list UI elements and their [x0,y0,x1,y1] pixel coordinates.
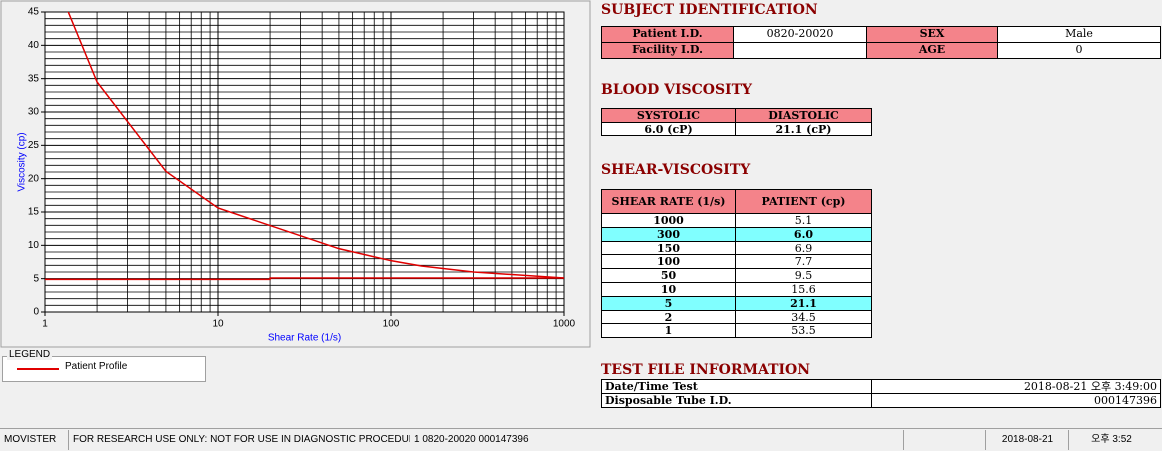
table-cell: 9.5 [735,268,872,283]
y-tick-label: 30 [28,107,40,118]
plot-area [44,11,565,313]
y-tick-label: 10 [28,240,40,251]
table-cell: AGE [866,42,998,59]
legend-title: LEGEND [7,349,53,360]
y-tick-label: 40 [28,40,40,51]
x-axis-title: Shear Rate (1/s) [268,333,341,344]
table-cell: 150 [601,240,736,256]
info-panel: SUBJECT IDENTIFICATION Patient I.D. 0820-2… [601,2,1161,408]
legend: LEGEND Patient Profile [2,349,206,382]
table-cell: Patient I.D. [601,26,734,43]
table-cell: Facility I.D. [601,42,734,59]
table-cell: 2 [601,309,736,325]
table-cell: 5 [601,295,736,311]
status-item: 1 0820-20020 000147396 [414,434,529,445]
status-item: MOVISTER [4,434,57,445]
section-title: BLOOD VISCOSITY [601,82,753,98]
table-cell: 6.9 [735,240,872,256]
series-line [45,277,564,281]
table-cell: Date/Time Test [601,379,872,394]
table-header: SYSTOLIC [601,108,736,123]
table-cell: SEX [866,26,998,43]
y-tick-label: 20 [28,173,40,184]
table-cell: 34.5 [735,309,872,325]
table-cell: Male [997,26,1161,43]
legend-swatch [17,368,59,370]
chart: 0 5 10 15 20 25 30 35 40 45 1 10 100 1000 Shear Rate (… [0,0,591,348]
table-header: SHEAR RATE (1/s) [601,189,736,214]
status-item: FOR RESEARCH USE ONLY: NOT FOR USE IN DI… [68,430,410,450]
table-header: DIASTOLIC [735,108,872,123]
y-tick-label: 25 [28,140,40,151]
table-cell: 1 [601,323,736,339]
table-cell: Disposable Tube I.D. [601,393,872,408]
table-cell: 6.0 [735,226,872,242]
y-tick-label: 5 [33,273,39,284]
status-item [903,430,983,450]
table-cell: 15.6 [735,282,872,297]
table-cell: 7.7 [735,254,872,270]
x-tick-label: 1 [42,319,48,330]
status-item: 2018-08-21 [985,430,1065,450]
y-tick-label: 0 [33,307,39,318]
table-cell [733,42,867,59]
x-tick-label: 100 [383,319,400,330]
table-cell: 21.1 (cP) [735,122,872,136]
table-cell: 1000 [601,213,736,228]
legend-label: Patient Profile [65,361,128,372]
table-cell: 000147396 [871,393,1161,408]
series-line [67,12,564,279]
section-title: TEST FILE INFORMATION [601,362,811,378]
table-cell: 6.0 (cP) [601,122,736,136]
table-cell: 53.5 [735,323,872,339]
y-tick-label: 35 [28,73,40,84]
status-bar: MOVISTER FOR RESEARCH USE ONLY: NOT FOR U… [0,428,1162,451]
y-tick-label: 45 [28,7,40,18]
y-tick-label: 15 [28,207,40,218]
table-cell: 10 [601,282,736,297]
table-cell: 5.1 [735,213,872,228]
section-title: SUBJECT IDENTIFICATION [601,2,818,18]
table-header: PATIENT (cp) [735,189,872,214]
table-cell: 100 [601,254,736,270]
table-cell: 300 [601,226,736,242]
y-axis-title: Viscosity (cp) [17,132,28,191]
status-item: 오후 3:52 [1068,430,1150,450]
table-cell: 0820-20020 [733,26,867,43]
table-cell: 21.1 [735,295,872,311]
x-tick-label: 10 [212,319,224,330]
x-tick-label: 1000 [553,319,576,330]
table-cell: 50 [601,268,736,283]
table-cell: 2018-08-21 오후 3:49:00 [871,379,1161,394]
section-title: SHEAR-VISCOSITY [601,162,751,178]
table-cell: 0 [997,42,1161,59]
